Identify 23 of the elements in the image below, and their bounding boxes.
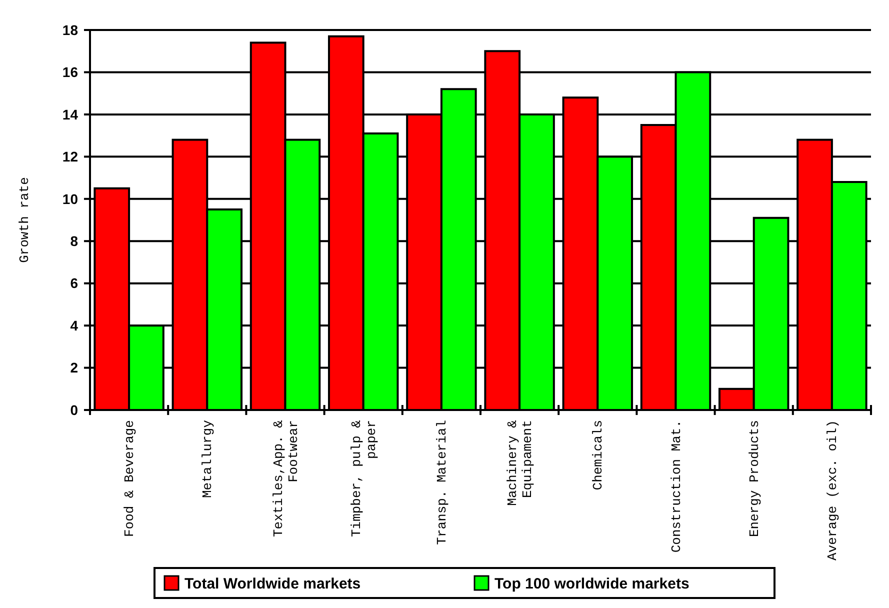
x-tick-label: Average (exc. oil) — [824, 420, 840, 560]
legend-label: Top 100 worldwide markets — [494, 575, 690, 592]
x-tick-label: Textiles,App. & Footwear — [270, 420, 301, 538]
x-tick-label: Food & Beverage — [122, 420, 138, 538]
y-axis-title: Growth rate — [17, 177, 32, 263]
y-tick-label: 16 — [62, 64, 78, 80]
x-tick-label: Metallurgy — [200, 420, 216, 498]
y-tick-label: 6 — [70, 275, 78, 292]
legend-label: Total Worldwide markets — [184, 575, 361, 592]
y-tick-label: 12 — [62, 148, 78, 165]
y-tick-label: 2 — [70, 360, 78, 376]
x-tick-label: Timpber, pulp & paper — [348, 420, 379, 538]
x-tick-label: Machinery & Equipament — [505, 420, 536, 506]
x-tick-label: Transp. Material — [434, 420, 450, 545]
y-tick-label: 10 — [62, 190, 78, 207]
y-tick-label: 14 — [62, 106, 78, 122]
y-tick-label: 4 — [70, 317, 78, 334]
y-tick-label: 0 — [70, 402, 78, 418]
x-tick-label: Construction Mat. — [668, 420, 684, 553]
x-tick-label: Energy Products — [746, 420, 762, 538]
y-tick-label: 18 — [62, 22, 78, 38]
y-tick-label: 8 — [70, 233, 78, 250]
x-tick-label: Chemicals — [590, 420, 606, 490]
